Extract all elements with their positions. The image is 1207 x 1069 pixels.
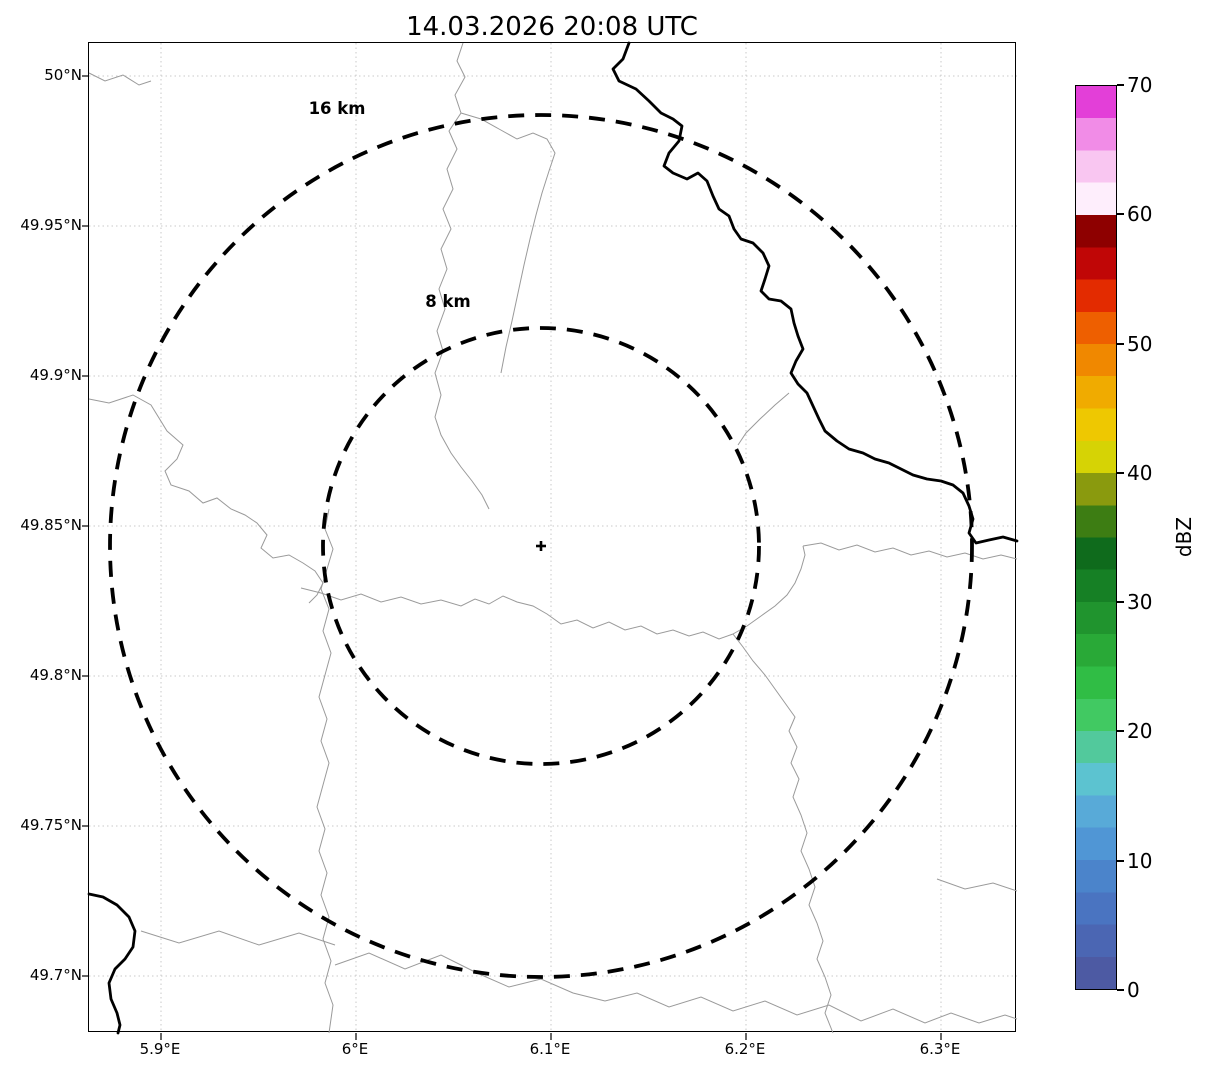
river-line [87, 892, 137, 1035]
colorbar-tickmark [1117, 342, 1124, 345]
colorbar-unit-label: dBZ [1172, 516, 1196, 558]
colorbar-tickmark [1117, 471, 1124, 474]
map-plot [82, 41, 1019, 1040]
lat-tick-label: 49.7°N [29, 966, 82, 984]
colorbar-tick-label: 60 [1127, 202, 1153, 226]
admin-border-line [88, 394, 324, 604]
lat-tick-label: 49.8°N [29, 666, 82, 684]
river-line [611, 41, 1019, 545]
colorbar-gradient [1076, 86, 1116, 989]
colorbar-tick-label: 70 [1127, 73, 1153, 97]
lon-tick-label: 6°E [341, 1040, 369, 1058]
admin-border-line [334, 952, 1018, 1024]
colorbar [1075, 85, 1117, 990]
colorbar-tick-label: 10 [1127, 849, 1153, 873]
lon-tick-label: 6.3°E [919, 1040, 961, 1058]
colorbar-tickmark [1117, 213, 1124, 216]
colorbar-tickmark [1117, 730, 1124, 733]
colorbar-tick-label: 20 [1127, 719, 1153, 743]
colorbar-tick-label: 30 [1127, 590, 1153, 614]
lat-tick-label: 49.95°N [20, 216, 82, 234]
colorbar-tick-label: 50 [1127, 332, 1153, 356]
colorbar-tickmark [1117, 989, 1124, 991]
map-svg [82, 41, 1019, 1040]
lat-tick-label: 50°N [44, 66, 82, 84]
colorbar-tickmark [1117, 84, 1124, 86]
admin-border-line [732, 633, 834, 1034]
admin-border-line [732, 545, 806, 635]
admin-border-line [300, 587, 734, 640]
range-ring-16km [108, 113, 974, 979]
lon-tick-label: 6.1°E [529, 1040, 571, 1058]
admin-border-line [316, 508, 334, 1034]
plot-title: 14.03.2026 20:08 UTC [406, 12, 698, 42]
admin-border-line [802, 542, 1018, 560]
colorbar-tickmark [1117, 859, 1124, 862]
lon-tick-label: 5.9°E [139, 1040, 181, 1058]
admin-border-line [460, 112, 556, 374]
lat-tick-label: 49.9°N [29, 366, 82, 384]
range-ring-8km [321, 326, 761, 766]
range-ring-label-16km: 16 km [308, 99, 366, 118]
admin-border-line [88, 72, 152, 86]
range-ring-label-8km: 8 km [425, 292, 471, 311]
lat-tick-label: 49.75°N [20, 816, 82, 834]
admin-border-line [140, 930, 336, 946]
colorbar-tick-label: 40 [1127, 461, 1153, 485]
admin-border-line [434, 42, 490, 510]
admin-border-line [737, 392, 790, 446]
admin-border-line [936, 878, 1018, 892]
colorbar-tick-label: 0 [1127, 978, 1140, 1002]
lat-tick-label: 49.85°N [20, 516, 82, 534]
lon-tick-label: 6.2°E [724, 1040, 766, 1058]
colorbar-tickmark [1117, 601, 1124, 604]
